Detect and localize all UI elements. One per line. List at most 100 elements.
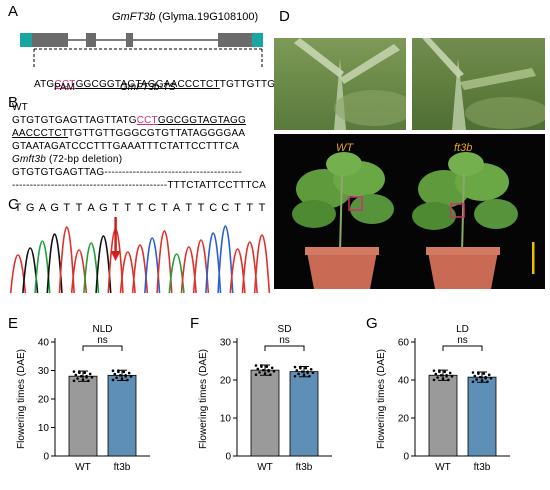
significance-bracket (442, 345, 483, 351)
gene-id: (Glyma.19G108100) (158, 11, 259, 23)
data-point-1-10 (300, 370, 304, 373)
panel-label-f: F (190, 315, 200, 332)
wt-label: WT (12, 102, 28, 113)
ft3b-plant (412, 152, 518, 289)
data-point-0-9 (269, 373, 272, 377)
data-point-0-0 (254, 373, 258, 377)
data-point-1-4 (122, 370, 126, 374)
grna-target: GGCGGTAGTAGGAACCCTCT (75, 79, 220, 90)
base-call-17: C (221, 202, 229, 214)
data-point-1-12 (484, 377, 487, 380)
base-call-18: T (234, 202, 241, 214)
bar-ft3b (289, 371, 319, 457)
y-axis-label: Flowering times (DAE) (198, 349, 209, 449)
data-point-0-0 (432, 378, 436, 382)
data-point-0-10 (261, 368, 265, 372)
y-tick-label-2: 40 (398, 376, 410, 387)
y-tick-label-3: 60 (398, 338, 410, 349)
data-point-1-6 (487, 373, 491, 377)
base-call-20: T (259, 202, 266, 214)
y-axis-label: Flowering times (DAE) (16, 349, 27, 449)
bar-chart-nld: Flowering times (DAE) 0 10 20 30 40 WT ft3b nsNL… (16, 324, 150, 473)
data-point-1-13 (477, 372, 480, 375)
data-point-0-3 (450, 375, 454, 378)
base-call-8: T (112, 202, 119, 214)
wt-seq-line-1: GTGTGTGAGTTAGTTATGCCTGGCGGTAGTAGG (12, 115, 246, 126)
wt-seq-2b: TGTTGTTGGGCGTGTTATAGGGGAA (68, 128, 246, 139)
data-point-1-12 (306, 371, 309, 375)
photo-label-wt: WT (336, 142, 354, 154)
data-point-0-11 (254, 364, 258, 367)
data-point-0-3 (90, 376, 94, 379)
base-call-16: C (209, 202, 217, 214)
base-call-7: G (99, 202, 108, 214)
data-point-0-11 (432, 369, 436, 372)
data-point-1-3 (489, 377, 493, 380)
data-point-1-3 (311, 371, 315, 375)
wt-seq-line-2: AACCCTCTTGTTGTTGGGCGTGTTATAGGGGAA (12, 128, 245, 139)
trace-peak-20 (253, 234, 271, 294)
cut-site-arrow-head (110, 251, 121, 261)
wt-seq-line-3: GTAATAGATCCCTTTGAAATTTCTATTCCTTTCA (12, 141, 240, 152)
exon-4-block (218, 33, 252, 47)
significance-label: ns (97, 335, 108, 346)
data-point-0-5 (436, 376, 439, 379)
mutant-seq-line-2: ----------------------------------------… (12, 180, 267, 191)
data-point-1-11 (471, 371, 475, 374)
data-point-0-7 (263, 372, 267, 375)
pam-label: PAM (54, 82, 75, 93)
gene-structure-diagram (20, 33, 263, 68)
wt-seq-1a: GTGTGTGAGTTAGTTATG (12, 115, 137, 126)
trace-peak-12 (156, 230, 173, 294)
data-point-0-7 (81, 378, 85, 381)
data-point-0-12 (267, 369, 270, 373)
chart-title: LD (456, 324, 469, 335)
base-call-2: A (39, 202, 47, 214)
data-point-1-6 (309, 368, 313, 371)
base-call-19: T (246, 202, 253, 214)
data-point-1-5 (475, 378, 478, 381)
data-point-0-11 (72, 370, 76, 373)
data-point-1-7 (480, 379, 484, 382)
data-point-0-6 (448, 371, 452, 375)
data-point-1-5 (297, 372, 300, 376)
x-tick-label-1: ft3b (296, 462, 313, 473)
y-tick-label-1: 20 (398, 414, 410, 425)
data-point-0-8 (256, 367, 260, 371)
panel-label-e: E (8, 315, 19, 332)
y-tick-label-3: 30 (38, 366, 50, 377)
chart-title: NLD (92, 324, 112, 335)
bar-wt (428, 374, 458, 457)
bar-ft3b (467, 376, 497, 457)
data-point-1-6 (127, 371, 131, 375)
grna-suffix: TGTTGTTG (219, 79, 276, 90)
data-point-0-6 (270, 366, 274, 370)
closeup-photo-ft3b (412, 38, 545, 130)
data-point-1-10 (118, 374, 122, 377)
grna-pam: CCT (54, 79, 76, 90)
data-point-0-13 (260, 365, 263, 368)
data-point-0-7 (441, 377, 445, 381)
grna-sequence: ATGCCTGGCGGTAGTAGGAACCCTCTTGTTGTTG (34, 68, 275, 90)
data-point-1-12 (124, 375, 127, 378)
base-call-13: A (173, 202, 181, 214)
data-point-0-3 (272, 369, 276, 373)
bar-wt (250, 369, 280, 457)
bar-wt (68, 375, 98, 457)
data-point-1-3 (129, 375, 133, 378)
whole-plant-illustration (292, 152, 535, 289)
y-tick-label-4: 40 (38, 338, 50, 349)
significance-label: ns (457, 335, 468, 346)
significance-label: ns (279, 335, 290, 346)
panel-label-c: C (8, 196, 19, 213)
photo-label-ft3b: ft3b (454, 142, 473, 154)
x-tick-label-1: ft3b (114, 462, 131, 473)
y-tick-label-0: 0 (43, 452, 49, 463)
closeup-wt-illustration (294, 38, 406, 130)
y-tick-label-2: 20 (38, 395, 50, 406)
data-point-1-7 (302, 373, 306, 377)
data-point-0-13 (78, 371, 81, 375)
y-tick-label-3: 30 (220, 338, 232, 349)
panel-label-a: A (8, 3, 19, 20)
